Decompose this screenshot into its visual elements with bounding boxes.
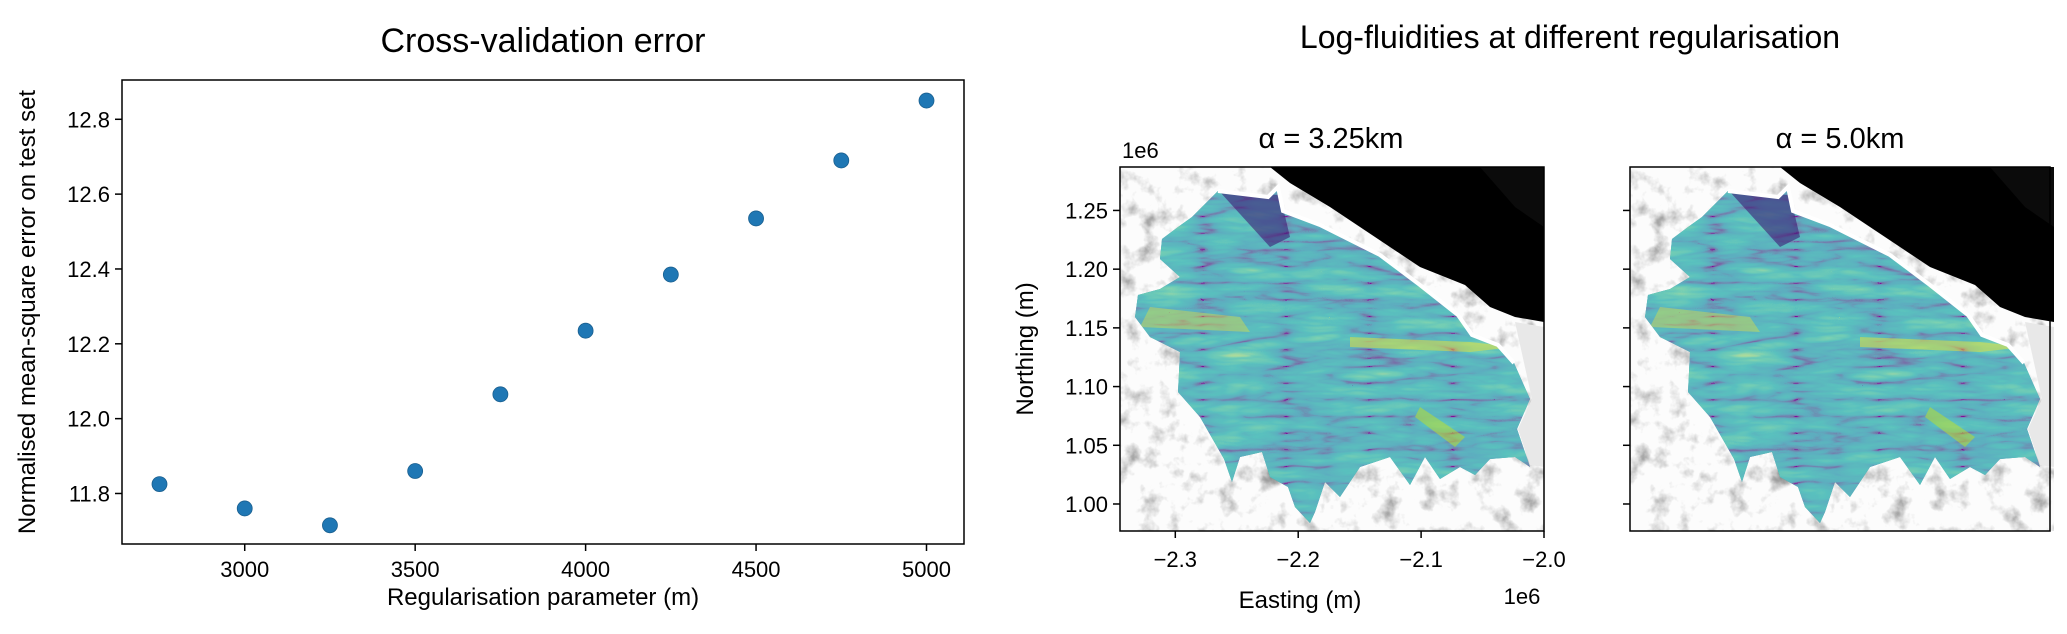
map-panel-1-x-offset-label: 1e6 <box>1504 584 1541 609</box>
map-panel-1-image <box>1120 167 1544 531</box>
scatter-x-tick-label: 5000 <box>902 557 951 582</box>
map-y-tick-label: 1.05 <box>1065 433 1108 458</box>
map-panel-2-frame <box>1629 166 2051 532</box>
map-x-tick-label: −2.3 <box>1154 547 1197 572</box>
scatter-point <box>577 322 594 339</box>
scatter-y-axis-label: Normalised mean-square error on test set <box>14 90 41 535</box>
scatter-y-tick-label: 12.8 <box>67 107 110 132</box>
scatter-plot-frame <box>121 79 965 545</box>
scatter-x-tick-label: 4000 <box>561 557 610 582</box>
scatter-x-tick-label: 3000 <box>220 557 269 582</box>
scatter-point <box>833 152 850 169</box>
map-panel-1-frame <box>1119 166 1545 532</box>
map-y-tick-label: 1.10 <box>1065 375 1108 400</box>
scatter-title: Cross-validation error <box>381 22 706 60</box>
scatter-x-ticks: 3000 3500 4000 4500 5000 <box>220 544 951 582</box>
map-panel-1-x-axis-label: Easting (m) <box>1239 587 1362 614</box>
scatter-point <box>151 476 168 493</box>
scatter-y-tick-label: 12.2 <box>67 332 110 357</box>
map-panel-1-y-offset-label: 1e6 <box>1122 138 1159 163</box>
map-y-tick-label: 1.25 <box>1065 198 1108 223</box>
map-panel-1-x-ticks: −2.3 −2.2 −2.1 −2.0 <box>1154 531 1566 572</box>
map-panel-1-y-axis-label: Northing (m) <box>1012 282 1039 415</box>
scatter-x-axis-label: Regularisation parameter (m) <box>387 584 699 611</box>
scatter-y-tick-label: 12.6 <box>67 182 110 207</box>
maps-suptitle: Log-fluidities at different regularisati… <box>1300 19 1840 55</box>
scatter-point <box>236 500 253 517</box>
scatter-x-tick-label: 3500 <box>391 557 440 582</box>
scatter-point <box>407 463 424 479</box>
scatter-y-tick-label: 11.8 <box>69 481 110 506</box>
map-x-tick-label: −2.2 <box>1276 547 1319 572</box>
scatter-points <box>151 92 935 534</box>
scatter-point <box>322 517 338 534</box>
scatter-point <box>662 266 679 283</box>
map-panel-2: α = 5.0km <box>1623 123 2054 531</box>
map-y-tick-label: 1.15 <box>1065 316 1108 341</box>
scatter-point <box>748 210 764 227</box>
scatter-y-tick-label: 12.0 <box>67 407 110 432</box>
scatter-y-ticks: 11.8 12.0 12.2 12.4 12.6 12.8 <box>67 107 122 506</box>
map-figure: Log-fluidities at different regularisati… <box>1012 19 2054 614</box>
scatter-point <box>492 386 509 403</box>
map-panel-2-y-ticks <box>1623 209 1630 505</box>
map-panel-1-y-ticks: 1.00 1.05 1.10 1.15 1.20 1.25 <box>1065 198 1120 517</box>
map-y-tick-label: 1.00 <box>1065 492 1108 517</box>
map-panel-1: α = 3.25km −2.3 −2.2 −2.1 −2.0 1.00 1.05 1.10… <box>1012 123 1566 614</box>
map-panel-2-title: α = 5.0km <box>1776 123 1905 155</box>
map-panel-2-image <box>1630 167 2054 531</box>
map-panel-1-title: α = 3.25km <box>1259 123 1404 155</box>
map-y-tick-label: 1.20 <box>1065 257 1108 282</box>
map-x-tick-label: −2.1 <box>1399 547 1442 572</box>
scatter-y-tick-label: 12.4 <box>67 257 110 282</box>
scatter-x-tick-label: 4500 <box>732 557 781 582</box>
scatter-point <box>918 92 935 109</box>
scatter-panel: Cross-validation error 3000 3500 4000 4500 5… <box>14 22 965 611</box>
map-x-tick-label: −2.0 <box>1522 547 1565 572</box>
